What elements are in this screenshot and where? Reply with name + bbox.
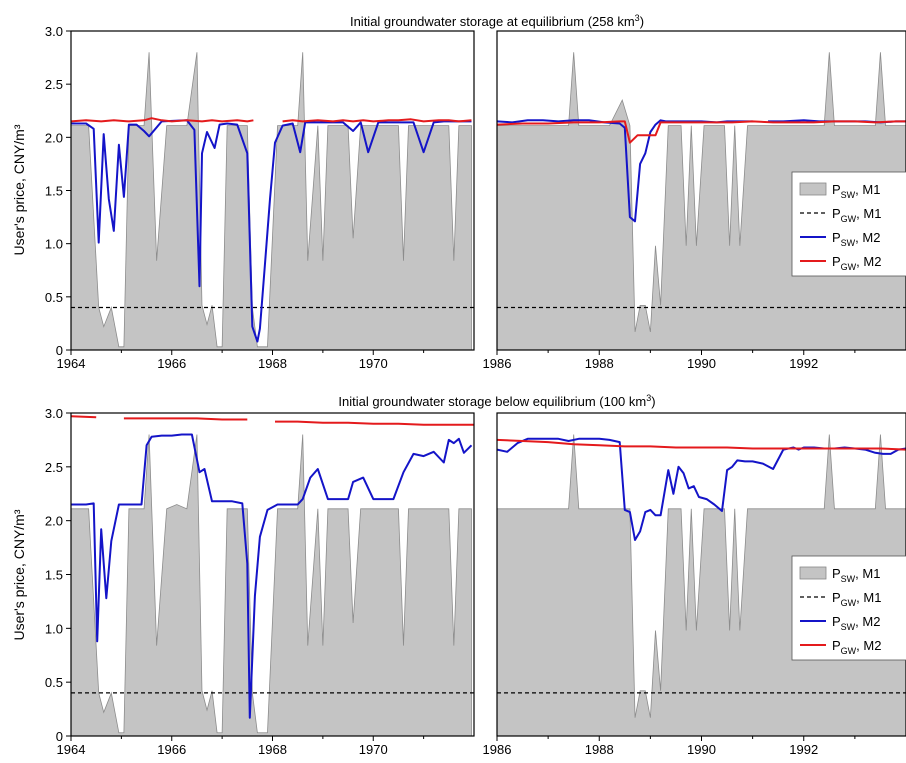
legend-label: PSW, M1 [832, 566, 880, 584]
series-line-pgw-m2 [71, 415, 474, 426]
series-area-psw-m1 [71, 52, 472, 350]
x-tick-label: 1990 [687, 742, 716, 757]
y-tick-label: 0 [56, 343, 63, 358]
plot-area [71, 415, 474, 736]
y-tick-label: 2.5 [45, 77, 63, 92]
x-tick-label: 1966 [157, 356, 186, 371]
x-tick-label: 1970 [359, 356, 388, 371]
legend-item: PGW, M1 [800, 206, 881, 224]
y-tick-label: 2.5 [45, 460, 63, 475]
series-line-psw-m2 [71, 433, 473, 719]
x-tick-label: 1986 [483, 742, 512, 757]
y-tick-label: 0 [56, 729, 63, 744]
series-area-psw-m1 [71, 434, 472, 736]
legend-label: PGW, M1 [832, 206, 881, 224]
y-tick-label: 1.0 [45, 621, 63, 636]
x-tick-label: 1986 [483, 356, 512, 371]
legend-swatch [799, 566, 827, 580]
y-tick-label: 2.0 [45, 130, 63, 145]
panel-bottom-left: 1964 1966 1968 1970 0 0.5 1.0 1.5 2.0 2.5 3.0 [45, 406, 475, 757]
legend-label: PSW, M1 [832, 182, 880, 200]
x-tick-label: 1964 [57, 742, 86, 757]
x-tick-label: 1968 [258, 742, 287, 757]
y-tick-label: 1.5 [45, 568, 63, 583]
y-tick-label: 1.5 [45, 184, 63, 199]
top-y-axis-label: User's price, CNY/m³ [11, 124, 27, 255]
legend-item: PGW, M2 [800, 638, 881, 656]
panel-top-right: 1986 1988 1990 1992 PSW, M1 PGW, M1 PSW, M2 PGW… [483, 30, 906, 371]
plot-area [497, 434, 906, 736]
series-line-pgw-m2 [497, 120, 906, 144]
x-tick-label: 1988 [585, 356, 614, 371]
y-tick-label: 0.5 [45, 675, 63, 690]
bottom-row-title: Initial groundwater storage below equili… [338, 393, 655, 409]
y-tick-label: 1.0 [45, 237, 63, 252]
y-tick-label: 2.0 [45, 514, 63, 529]
series-line-psw-m2 [71, 119, 472, 343]
legend-item: PSW, M1 [799, 182, 880, 200]
x-tick-label: 1968 [258, 356, 287, 371]
x-tick-label: 1964 [57, 356, 86, 371]
legend-label: PGW, M2 [832, 254, 881, 272]
legend-label: PGW, M2 [832, 638, 881, 656]
x-tick-label: 1990 [687, 356, 716, 371]
legend-item: PSW, M2 [800, 230, 880, 248]
legend-label: PSW, M2 [832, 614, 880, 632]
legend-item: PGW, M1 [800, 590, 881, 608]
y-tick-label: 0.5 [45, 290, 63, 305]
series-area-psw-m1 [497, 434, 906, 736]
legend-item: PGW, M2 [800, 254, 881, 272]
top-row-title: Initial groundwater storage at equilibri… [350, 13, 644, 29]
x-tick-label: 1992 [789, 742, 818, 757]
x-tick-label: 1970 [359, 742, 388, 757]
x-tick-label: 1992 [789, 356, 818, 371]
y-tick-label: 3.0 [45, 24, 63, 39]
legend-swatch [799, 182, 827, 196]
x-tick-label: 1988 [585, 742, 614, 757]
panel-top-left: 1964 1966 1968 1970 0 0.5 1.0 1.5 2.0 2.5 3.0 [45, 24, 475, 371]
bottom-y-axis-label: User's price, CNY/m³ [11, 509, 27, 640]
legend-item: PSW, M1 [799, 566, 880, 584]
x-tick-label: 1966 [157, 742, 186, 757]
panel-bottom-right: 1986 1988 1990 1992 PSW, M1 PGW, M1 PSW, M2 PGW… [483, 412, 906, 757]
legend: PSW, M1 PGW, M1 PSW, M2 PGW, M2 [791, 555, 906, 661]
legend: PSW, M1 PGW, M1 PSW, M2 PGW, M2 [791, 171, 906, 277]
legend-label: PSW, M2 [832, 230, 880, 248]
plot-area [71, 52, 474, 350]
y-tick-label: 3.0 [45, 406, 63, 421]
legend-label: PGW, M1 [832, 590, 881, 608]
series-line-pgw-m2 [497, 438, 906, 451]
legend-item: PSW, M2 [800, 614, 880, 632]
series-line-pgw-m2 [71, 117, 472, 123]
